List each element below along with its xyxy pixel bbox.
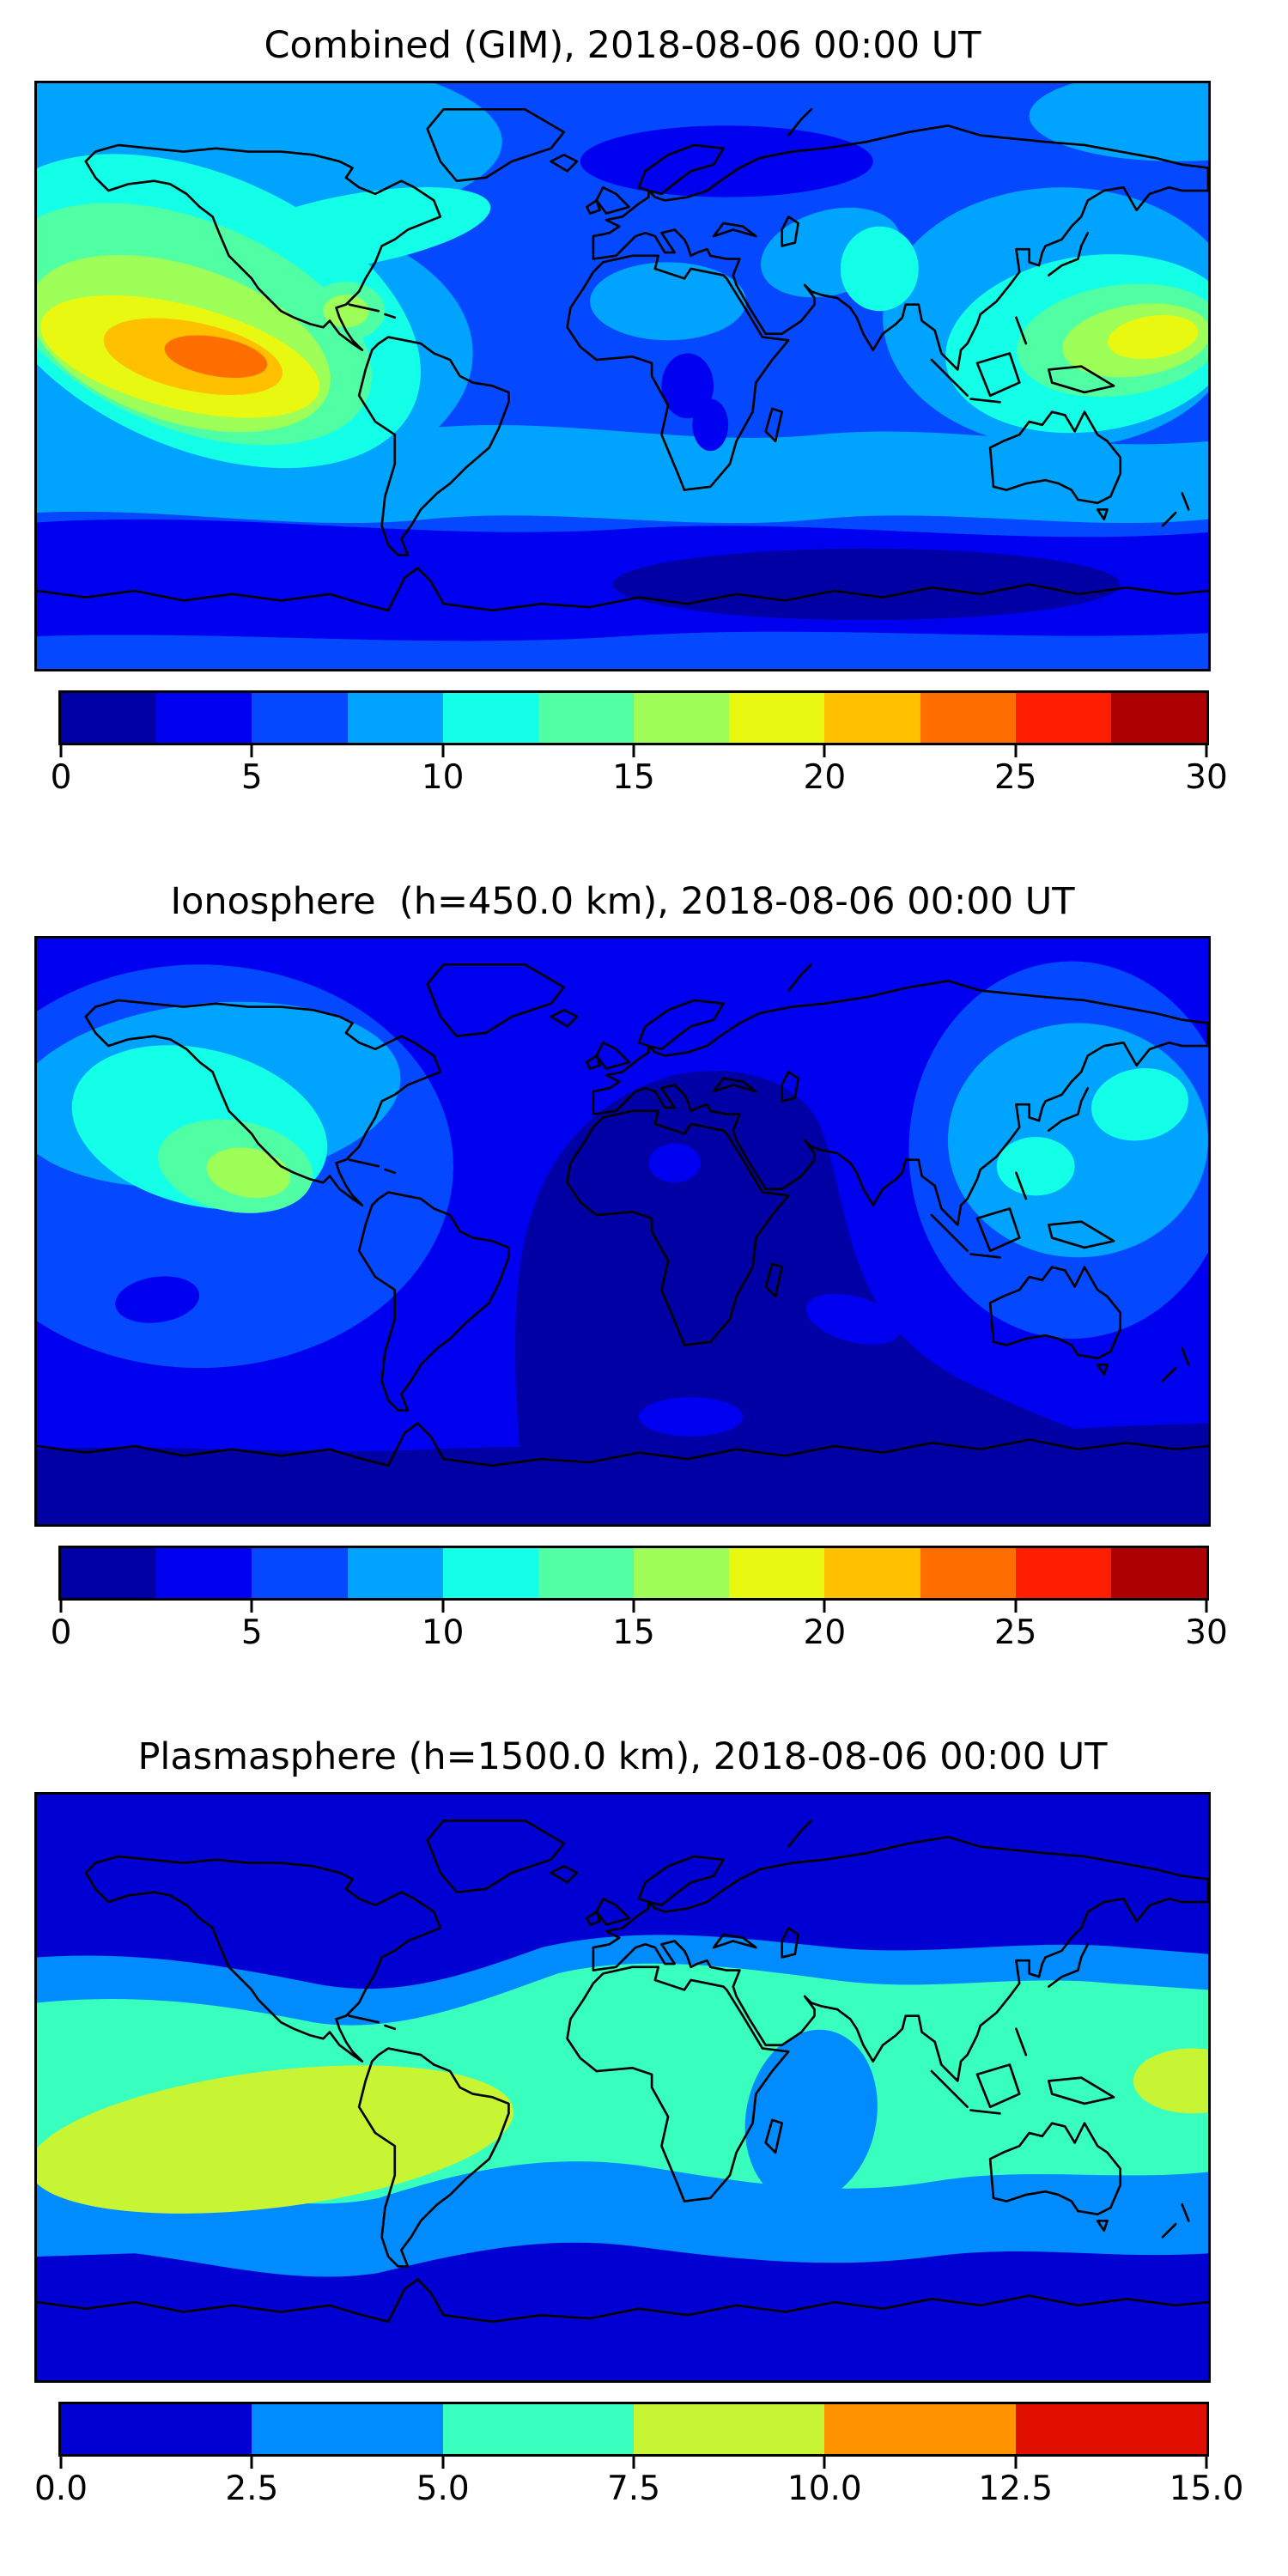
colorbar-tick: [632, 744, 635, 757]
colorbar-tick: [1014, 744, 1018, 757]
colorbar-tick: [1014, 2456, 1018, 2469]
colorbar-tick: [250, 1601, 253, 1613]
colorbar-segment: [633, 2403, 825, 2454]
colorbar-tick-label: 25: [993, 1613, 1037, 1653]
colorbar-tick: [823, 1601, 826, 1613]
colorbar-segment: [920, 692, 1016, 743]
colorbar-tick: [1205, 744, 1208, 757]
colorbar-segment: [347, 692, 443, 743]
colorbar-segment: [729, 692, 825, 743]
colorbar-segment: [729, 1548, 825, 1599]
panel-combined-gim: Combined (GIM), 2018-08-06 00:00 UT: [0, 24, 1288, 801]
colorbar-segment: [252, 1548, 348, 1599]
colorbar-tick-label: 5: [240, 1613, 263, 1653]
contour-fill-regions-plasmasphere: [37, 1794, 1208, 2380]
colorbar-tick-label: 7.5: [606, 2469, 661, 2508]
colorbar-segment: [442, 2403, 634, 2454]
colorbar-segment: [538, 1548, 635, 1599]
colorbar-segment: [252, 692, 348, 743]
figure: Combined (GIM), 2018-08-06 00:00 UT: [0, 24, 1288, 2512]
panel-ionosphere: Ionosphere (h=450.0 km), 2018-08-06 00:0…: [0, 880, 1288, 1657]
colorbar-plasmasphere: 0.0 2.5 5.0 7.5 10.0 12.5 15.0: [34, 2401, 1243, 2512]
panel-title-ionosphere: Ionosphere (h=450.0 km), 2018-08-06 00:0…: [170, 879, 1075, 923]
colorbar-combined: 0 5 10 15 20 25 30: [51, 690, 1228, 801]
colorbar-segment: [920, 1548, 1016, 1599]
colorbar-segment: [1015, 2403, 1206, 2454]
colorbar-tick-label: 12.5: [978, 2469, 1054, 2508]
colorbar-tick: [1014, 1601, 1018, 1613]
colorbar-segment: [61, 2403, 252, 2454]
colorbar-tick: [250, 744, 253, 757]
colorbar-segment: [634, 692, 730, 743]
colorbar-tick-label: 30: [1185, 1613, 1228, 1653]
colorbar-gradient: [58, 1546, 1209, 1601]
colorbar-tick: [1205, 1601, 1208, 1613]
colorbar-segment: [442, 692, 538, 743]
colorbar-tick: [59, 744, 63, 757]
contour-fill-regions-combined: [37, 82, 1208, 669]
colorbar-tickmarks: [59, 1601, 1208, 1613]
colorbar-tick: [1205, 2456, 1208, 2469]
colorbar-tick-label: 15: [612, 757, 655, 797]
colorbar-tick-label: 25: [993, 757, 1037, 797]
colorbar-tick-label: 5: [240, 757, 263, 797]
colorbar-ticklabels: 0 5 10 15 20 25 30: [51, 757, 1228, 801]
panel-plasmasphere: Plasmasphere (h=1500.0 km), 2018-08-06 0…: [0, 1735, 1288, 2512]
colorbar-tick-label: 0.0: [33, 2469, 88, 2508]
colorbar-tick: [632, 1601, 635, 1613]
colorbar-tick-label: 20: [803, 757, 847, 797]
colorbar-tick: [823, 744, 826, 757]
colorbar-tick: [59, 2456, 63, 2469]
colorbar-tick-label: 10: [421, 1613, 465, 1653]
colorbar-segment: [347, 1548, 443, 1599]
contour-fill-regions-ionosphere: [37, 939, 1208, 1525]
panel-title-plasmasphere: Plasmasphere (h=1500.0 km), 2018-08-06 0…: [137, 1735, 1108, 1779]
colorbar-gradient: [58, 2401, 1209, 2457]
colorbar-tick: [823, 2456, 826, 2469]
colorbar-tick: [441, 1601, 445, 1613]
colorbar-tick-label: 30: [1185, 757, 1228, 797]
colorbar-segment: [634, 1548, 730, 1599]
colorbar-tick: [59, 1601, 63, 1613]
colorbar-gradient: [58, 690, 1209, 745]
colorbar-segment: [252, 2403, 443, 2454]
colorbar-tick-label: 15: [612, 1613, 655, 1653]
colorbar-tick-label: 10.0: [787, 2469, 862, 2508]
colorbar-tick: [250, 2456, 253, 2469]
colorbar-tick-label: 20: [803, 1613, 847, 1653]
colorbar-tickmarks: [59, 2456, 1208, 2470]
colorbar-segment: [538, 692, 635, 743]
colorbar-ticklabels: 0.0 2.5 5.0 7.5 10.0 12.5 15.0: [34, 2469, 1243, 2512]
colorbar-segment: [61, 1548, 157, 1599]
colorbar-tickmarks: [59, 744, 1208, 758]
colorbar-segment: [1110, 692, 1207, 743]
colorbar-segment: [156, 1548, 252, 1599]
colorbar-tick-label: 2.5: [225, 2469, 279, 2508]
colorbar-tick-label: 5.0: [416, 2469, 470, 2508]
colorbar-ticklabels: 0 5 10 15 20 25 30: [51, 1613, 1228, 1656]
colorbar-ionosphere: 0 5 10 15 20 25 30: [51, 1546, 1228, 1656]
colorbar-segment: [824, 1548, 920, 1599]
colorbar-tick-label: 15.0: [1169, 2469, 1244, 2508]
colorbar-tick-label: 0: [50, 757, 72, 797]
colorbar-segment: [61, 692, 157, 743]
colorbar-tick: [441, 2456, 445, 2469]
colorbar-tick: [441, 744, 445, 757]
colorbar-segment: [442, 1548, 538, 1599]
panel-title-combined: Combined (GIM), 2018-08-06 00:00 UT: [264, 24, 981, 67]
world-map-combined: [34, 80, 1211, 671]
colorbar-segment: [156, 692, 252, 743]
colorbar-segment: [1015, 1548, 1111, 1599]
colorbar-tick-label: 10: [421, 757, 465, 797]
colorbar-segment: [824, 2403, 1016, 2454]
colorbar-tick: [632, 2456, 635, 2469]
world-map-ionosphere: [34, 936, 1211, 1528]
colorbar-tick-label: 0: [50, 1613, 72, 1653]
colorbar-segment: [1015, 692, 1111, 743]
colorbar-segment: [1110, 1548, 1207, 1599]
colorbar-segment: [824, 692, 920, 743]
world-map-plasmasphere: [34, 1791, 1211, 2383]
